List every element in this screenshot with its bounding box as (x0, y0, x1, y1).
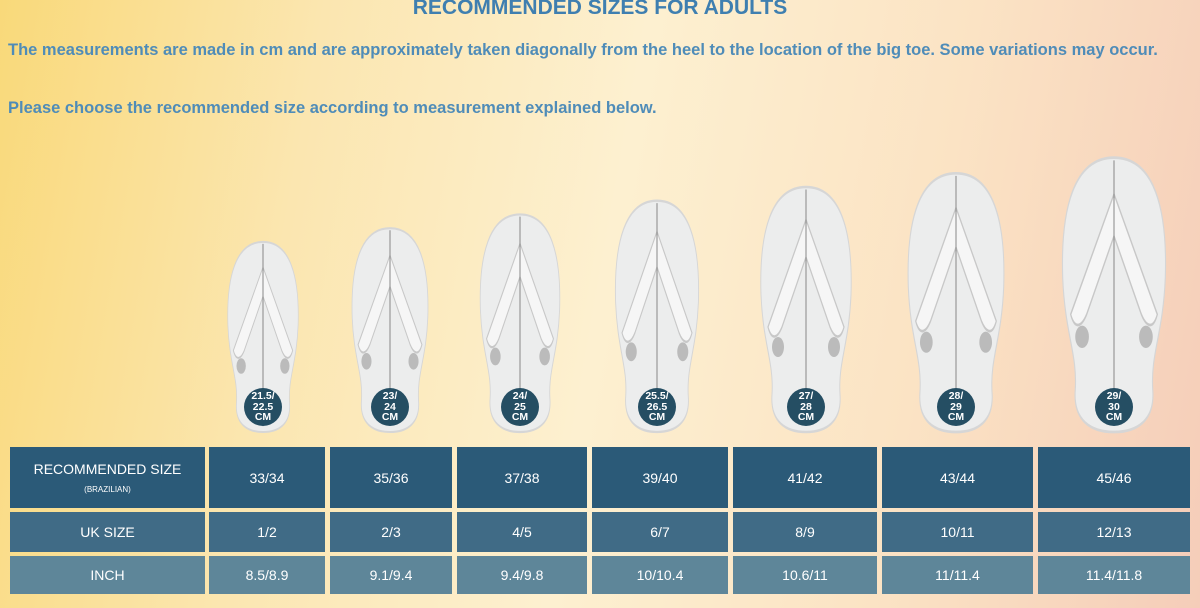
badge-line: 26.5 (646, 400, 668, 413)
badge-line: CM (511, 411, 529, 424)
table-cell: 10/10.4 (592, 556, 728, 594)
sandal-4: 25.5/ 26.5 CM (611, 196, 703, 434)
sandal-3: 24/ 25 CM (476, 210, 564, 434)
sandal-2: 23/ 24 CM (348, 224, 432, 434)
flip-flop-icon (907, 171, 1005, 434)
badge-line: CM (1105, 411, 1123, 424)
table-cell: 11/11.4 (882, 556, 1033, 594)
size-badge: 23/ 24 CM (371, 388, 409, 426)
intro-text: The measurements are made in cm and are … (8, 41, 1158, 59)
table-cell: 37/38 (457, 447, 587, 508)
table-cell: 12/13 (1038, 512, 1190, 552)
flip-flop-icon (351, 227, 429, 434)
table-cell: 8.5/8.9 (209, 556, 325, 594)
table-cell: 8/9 (733, 512, 877, 552)
page-title: RECOMMENDED SIZES FOR ADULTS (412, 0, 788, 19)
table-cell: 9.4/9.8 (457, 556, 587, 594)
badge-line: CM (381, 411, 399, 424)
badge-line: 24/ (512, 390, 528, 403)
flip-flop-icon (479, 213, 561, 434)
badge-line: CM (947, 411, 965, 424)
table-cell: 10/11 (882, 512, 1033, 552)
table-cell: 39/40 (592, 447, 728, 508)
size-badge: 27/ 28 CM (787, 388, 825, 426)
row-label: UK SIZE (80, 524, 135, 540)
row-sublabel: (BRAZILIAN) (84, 485, 131, 494)
flip-flop-icon (227, 240, 299, 433)
badge-line: CM (254, 411, 272, 424)
table-cell: 9.1/9.4 (330, 556, 452, 594)
badge-line: 27/ (798, 390, 814, 403)
row-header: UK SIZE (10, 512, 205, 552)
badge-line: 24 (384, 400, 396, 413)
badge-line: 30 (1108, 400, 1120, 413)
row-header: INCH (10, 556, 205, 594)
badge-line: 23/ (382, 390, 398, 403)
badge-line: 29/ (1106, 390, 1122, 403)
badge-line: 28/ (948, 390, 964, 403)
table-cell: 45/46 (1038, 447, 1190, 508)
row-label: RECOMMENDED SIZE (33, 461, 182, 477)
badge-line: 22.5 (252, 400, 274, 413)
table-cell: 43/44 (882, 447, 1033, 508)
sandal-6: 28/ 29 CM (903, 168, 1009, 434)
badge-line: CM (648, 411, 666, 424)
row-label: INCH (90, 567, 125, 583)
size-badge: 29/ 30 CM (1095, 388, 1133, 426)
size-badge: 21.5/ 22.5 CM (244, 388, 282, 426)
sandal-1: 21.5/ 22.5 CM (224, 238, 302, 433)
size-badge: 24/ 25 CM (501, 388, 539, 426)
table-cell: 4/5 (457, 512, 587, 552)
badge-line: 25.5/ (645, 390, 669, 403)
flip-flop-icon (1061, 156, 1167, 434)
flip-flop-icon (614, 199, 700, 434)
badge-line: 21.5/ (251, 390, 275, 403)
badge-line: 28 (800, 400, 812, 413)
sandal-5: 27/ 28 CM (756, 182, 856, 434)
flip-flop-icon (760, 185, 852, 434)
instruction-text: Please choose the recommended size accor… (8, 99, 657, 117)
badge-line: 25 (514, 400, 526, 413)
table-cell: 2/3 (330, 512, 452, 552)
table-cell: 41/42 (733, 447, 877, 508)
table-cell: 1/2 (209, 512, 325, 552)
size-badge: 25.5/ 26.5 CM (638, 388, 676, 426)
sandal-7: 29/ 30 CM (1057, 152, 1171, 434)
table-cell: 10.6/11 (733, 556, 877, 594)
table-cell: 6/7 (592, 512, 728, 552)
badge-line: 29 (950, 400, 962, 413)
badge-line: CM (797, 411, 815, 424)
row-header: RECOMMENDED SIZE (BRAZILIAN) (10, 447, 205, 508)
table-cell: 35/36 (330, 447, 452, 508)
size-badge: 28/ 29 CM (937, 388, 975, 426)
table-cell: 11.4/11.8 (1038, 556, 1190, 594)
table-cell: 33/34 (209, 447, 325, 508)
